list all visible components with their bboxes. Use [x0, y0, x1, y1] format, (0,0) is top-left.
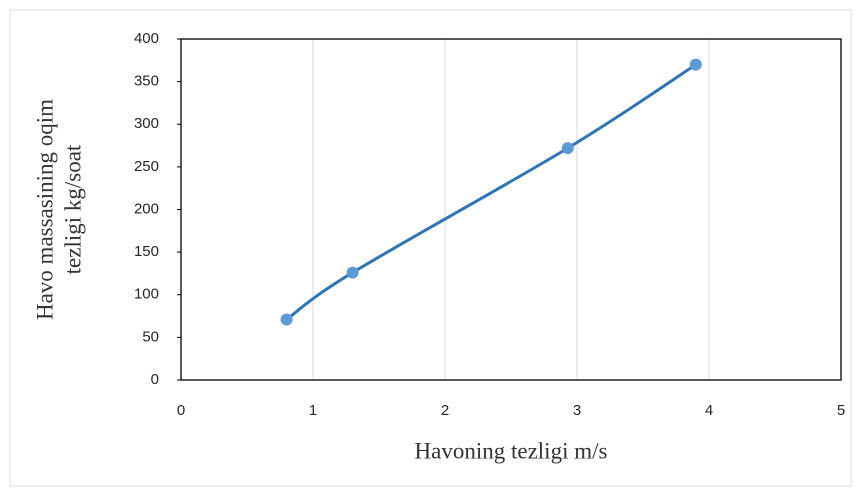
y-tick-label: 300: [134, 115, 159, 132]
x-axis-label: Havoning tezligi m/s: [415, 438, 608, 463]
y-tick-label: 150: [134, 243, 159, 260]
y-tick-label: 100: [134, 286, 159, 303]
y-axis-label: Havo massasining oqim: [32, 99, 57, 320]
x-tick-label: 0: [177, 402, 185, 419]
x-tick-label: 5: [837, 402, 845, 419]
x-tick-label: 3: [573, 402, 581, 419]
chart-frame: [9, 9, 852, 487]
y-tick-label: 0: [151, 371, 159, 388]
y-tick-label: 50: [142, 328, 159, 345]
y-tick-label: 250: [134, 158, 159, 175]
y-axis-label: tezligi kg/soat: [60, 144, 85, 274]
y-tick-label: 400: [134, 30, 159, 47]
point: [689, 58, 702, 71]
point: [561, 142, 574, 155]
point: [280, 313, 293, 326]
point: [346, 266, 359, 279]
y-tick-label: 200: [134, 200, 159, 217]
x-tick-label: 1: [309, 402, 317, 419]
x-tick-label: 2: [441, 402, 449, 419]
x-tick-label: 4: [705, 402, 713, 419]
y-tick-label: 350: [134, 73, 159, 90]
plot-border: [180, 38, 842, 381]
series-line: [285, 63, 697, 321]
